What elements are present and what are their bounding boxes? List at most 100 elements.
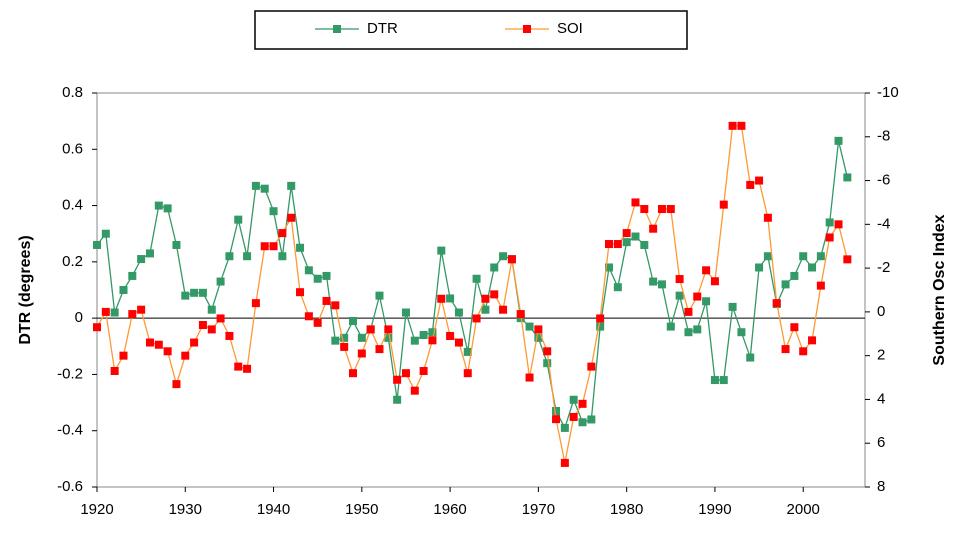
marker: [587, 415, 596, 424]
marker: [437, 246, 446, 255]
marker: [322, 296, 331, 305]
marker: [393, 375, 402, 384]
marker: [737, 121, 746, 130]
marker: [225, 252, 234, 261]
y2-axis-title: Southern Osc Index: [931, 214, 948, 365]
marker: [834, 220, 843, 229]
legend-label: SOI: [557, 20, 583, 37]
marker: [728, 121, 737, 130]
marker: [613, 240, 622, 249]
marker: [110, 366, 119, 375]
marker: [693, 325, 702, 334]
x-tick-label: 1930: [169, 501, 202, 518]
marker: [375, 345, 384, 354]
marker: [605, 263, 613, 272]
marker: [499, 252, 508, 261]
marker: [843, 173, 852, 182]
marker: [596, 322, 605, 331]
marker: [834, 136, 843, 145]
series-line: [96, 140, 848, 430]
marker: [525, 373, 534, 382]
marker: [454, 308, 463, 317]
marker: [666, 322, 675, 331]
marker: [702, 297, 711, 306]
marker: [613, 283, 622, 292]
marker: [340, 342, 349, 351]
marker: [569, 395, 578, 404]
marker: [631, 198, 640, 207]
marker: [534, 333, 543, 342]
legend-box: [254, 10, 688, 50]
marker: [472, 314, 481, 323]
marker: [119, 351, 128, 360]
marker: [269, 207, 278, 216]
x-tick-label: 1950: [345, 501, 378, 518]
marker: [631, 232, 640, 241]
y2-tick-label: -2: [877, 259, 890, 276]
y-tick-label: 0.4: [62, 197, 83, 214]
marker: [499, 305, 508, 314]
marker: [410, 386, 419, 395]
marker: [304, 266, 313, 275]
marker: [93, 240, 101, 249]
marker: [622, 229, 631, 238]
marker: [243, 364, 252, 373]
legend-marker: [523, 25, 531, 33]
marker: [366, 325, 375, 334]
marker: [799, 252, 808, 261]
marker: [349, 369, 357, 378]
y2-tick-label: 6: [877, 434, 885, 451]
marker: [481, 305, 490, 314]
marker: [463, 369, 472, 378]
marker: [684, 328, 693, 337]
marker: [384, 325, 393, 334]
y-axis-title: DTR (degrees): [17, 235, 34, 344]
marker: [605, 240, 613, 249]
marker: [322, 271, 331, 280]
marker: [207, 325, 216, 334]
marker: [693, 292, 702, 301]
marker: [216, 277, 225, 286]
y-tick-label: -0.6: [57, 478, 83, 495]
marker: [243, 252, 252, 261]
marker: [313, 274, 322, 283]
marker: [145, 338, 154, 347]
marker: [154, 201, 163, 210]
marker: [596, 314, 605, 323]
marker: [137, 255, 146, 264]
marker: [357, 333, 366, 342]
marker: [349, 316, 357, 325]
x-tick-label: 1990: [698, 501, 731, 518]
marker: [331, 301, 340, 310]
marker: [772, 299, 781, 308]
marker: [154, 340, 163, 349]
marker: [225, 331, 234, 340]
marker: [649, 224, 658, 233]
marker: [737, 328, 746, 337]
marker: [507, 255, 516, 264]
y-tick-label: 0: [75, 309, 83, 326]
marker: [799, 347, 808, 356]
marker: [719, 376, 728, 385]
marker: [825, 233, 834, 242]
marker: [472, 274, 481, 283]
marker: [128, 310, 137, 319]
marker: [207, 305, 216, 314]
marker: [198, 321, 207, 330]
marker: [552, 415, 561, 424]
marker: [578, 399, 587, 408]
marker: [746, 180, 755, 189]
legend-marker: [333, 25, 341, 33]
marker: [145, 249, 154, 258]
legend-label: DTR: [367, 20, 398, 37]
x-tick-label: 1920: [80, 501, 113, 518]
marker: [234, 215, 243, 224]
marker: [401, 369, 410, 378]
marker: [181, 291, 190, 300]
marker: [843, 255, 852, 264]
y-tick-label: -0.4: [57, 422, 83, 439]
marker: [251, 299, 260, 308]
marker: [181, 351, 190, 360]
marker: [251, 181, 260, 190]
